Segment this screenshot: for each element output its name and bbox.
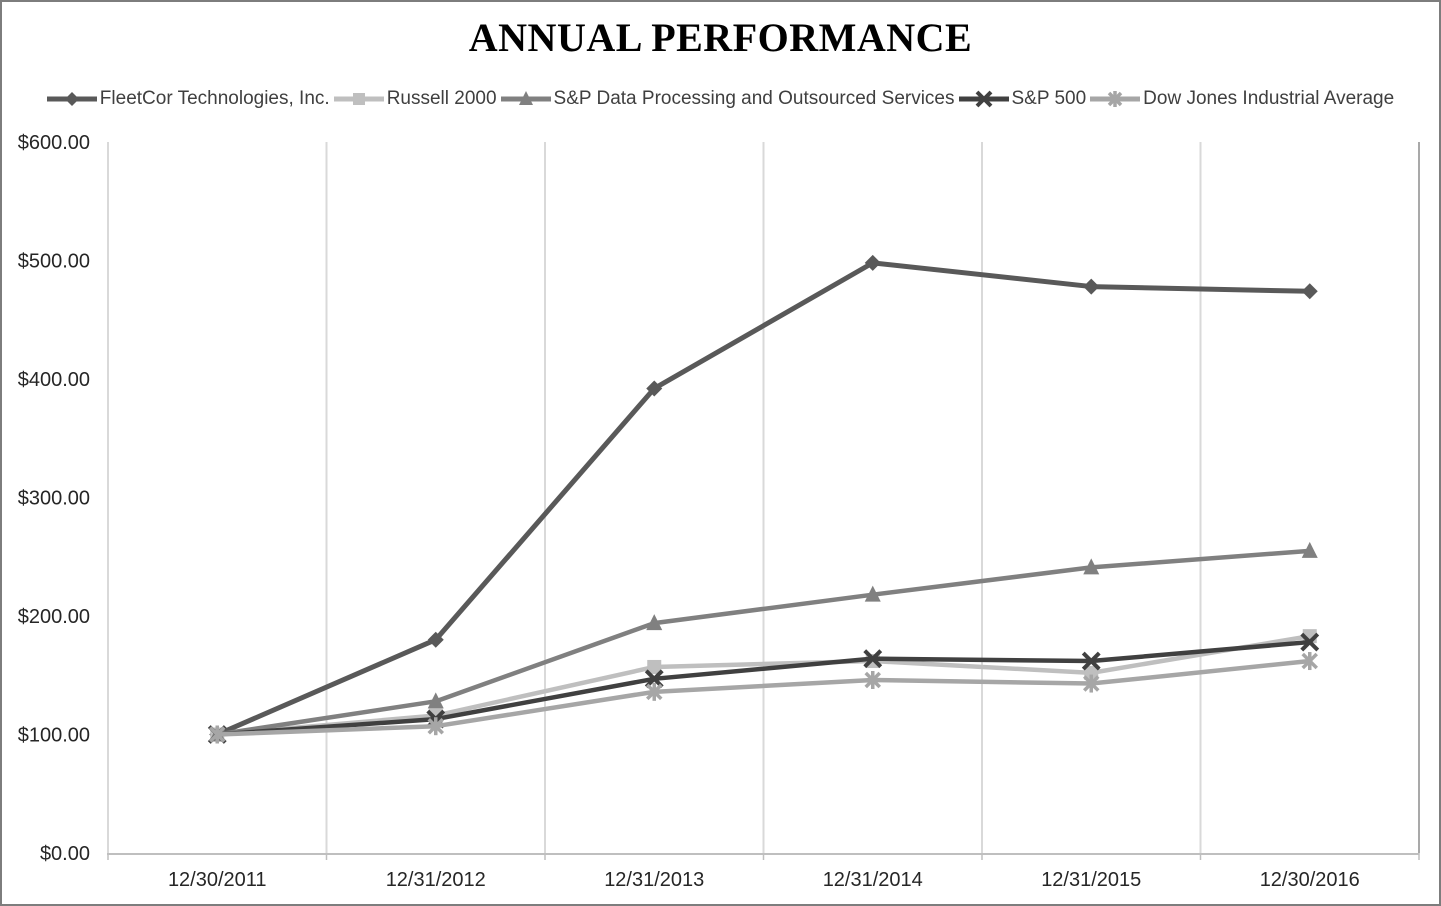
- svg-text:$500.00: $500.00: [18, 251, 90, 273]
- legend-label: FleetCor Technologies, Inc.: [99, 88, 330, 109]
- x-axis-line: [107, 853, 1420, 860]
- legend-label: Russell 2000: [386, 88, 497, 109]
- legend-label: S&P Data Processing and Outsourced Servi…: [553, 88, 955, 109]
- x-axis-labels: 12/30/2011 12/31/2012 12/31/2013 12/31/2014…: [168, 869, 1360, 891]
- svg-text:$400.00: $400.00: [18, 369, 90, 391]
- legend-item-sp-data-processing: S&P Data Processing and Outsourced Servi…: [500, 88, 955, 110]
- legend-item-sp-500: S&P 500: [958, 88, 1087, 110]
- svg-text:12/30/2011: 12/30/2011: [168, 869, 267, 891]
- diamond-marker-icon: [46, 89, 97, 109]
- legend-label: Dow Jones Industrial Average: [1143, 88, 1395, 109]
- svg-text:12/31/2014: 12/31/2014: [823, 869, 923, 891]
- series-dow-jones-industrial-average: [209, 652, 1318, 744]
- svg-text:$0.00: $0.00: [40, 843, 90, 865]
- legend-label: S&P 500: [1011, 88, 1087, 109]
- svg-text:$600.00: $600.00: [18, 132, 90, 154]
- asterisk-marker-icon: [1090, 89, 1141, 109]
- legend-item-fleetcor: FleetCor Technologies, Inc.: [46, 88, 330, 110]
- x-marker-icon: [958, 89, 1009, 109]
- legend: FleetCor Technologies, Inc. Russell 2000…: [2, 88, 1439, 110]
- triangle-marker-icon: [500, 89, 551, 109]
- y-axis-labels: $0.00 $100.00 $200.00 $300.00 $400.00 $500.00…: [18, 132, 90, 865]
- svg-text:12/31/2013: 12/31/2013: [604, 869, 704, 891]
- legend-item-russell-2000: Russell 2000: [333, 88, 497, 110]
- legend-item-dow-jones: Dow Jones Industrial Average: [1090, 88, 1394, 110]
- svg-text:12/30/2016: 12/30/2016: [1260, 869, 1360, 891]
- svg-text:$100.00: $100.00: [18, 725, 90, 747]
- svg-text:$300.00: $300.00: [18, 488, 90, 510]
- svg-text:$200.00: $200.00: [18, 606, 90, 628]
- square-marker-icon: [333, 89, 384, 109]
- gridlines: [107, 142, 1420, 853]
- svg-text:12/31/2015: 12/31/2015: [1041, 869, 1141, 891]
- chart-title: ANNUAL PERFORMANCE: [468, 15, 973, 60]
- svg-text:12/31/2012: 12/31/2012: [386, 869, 486, 891]
